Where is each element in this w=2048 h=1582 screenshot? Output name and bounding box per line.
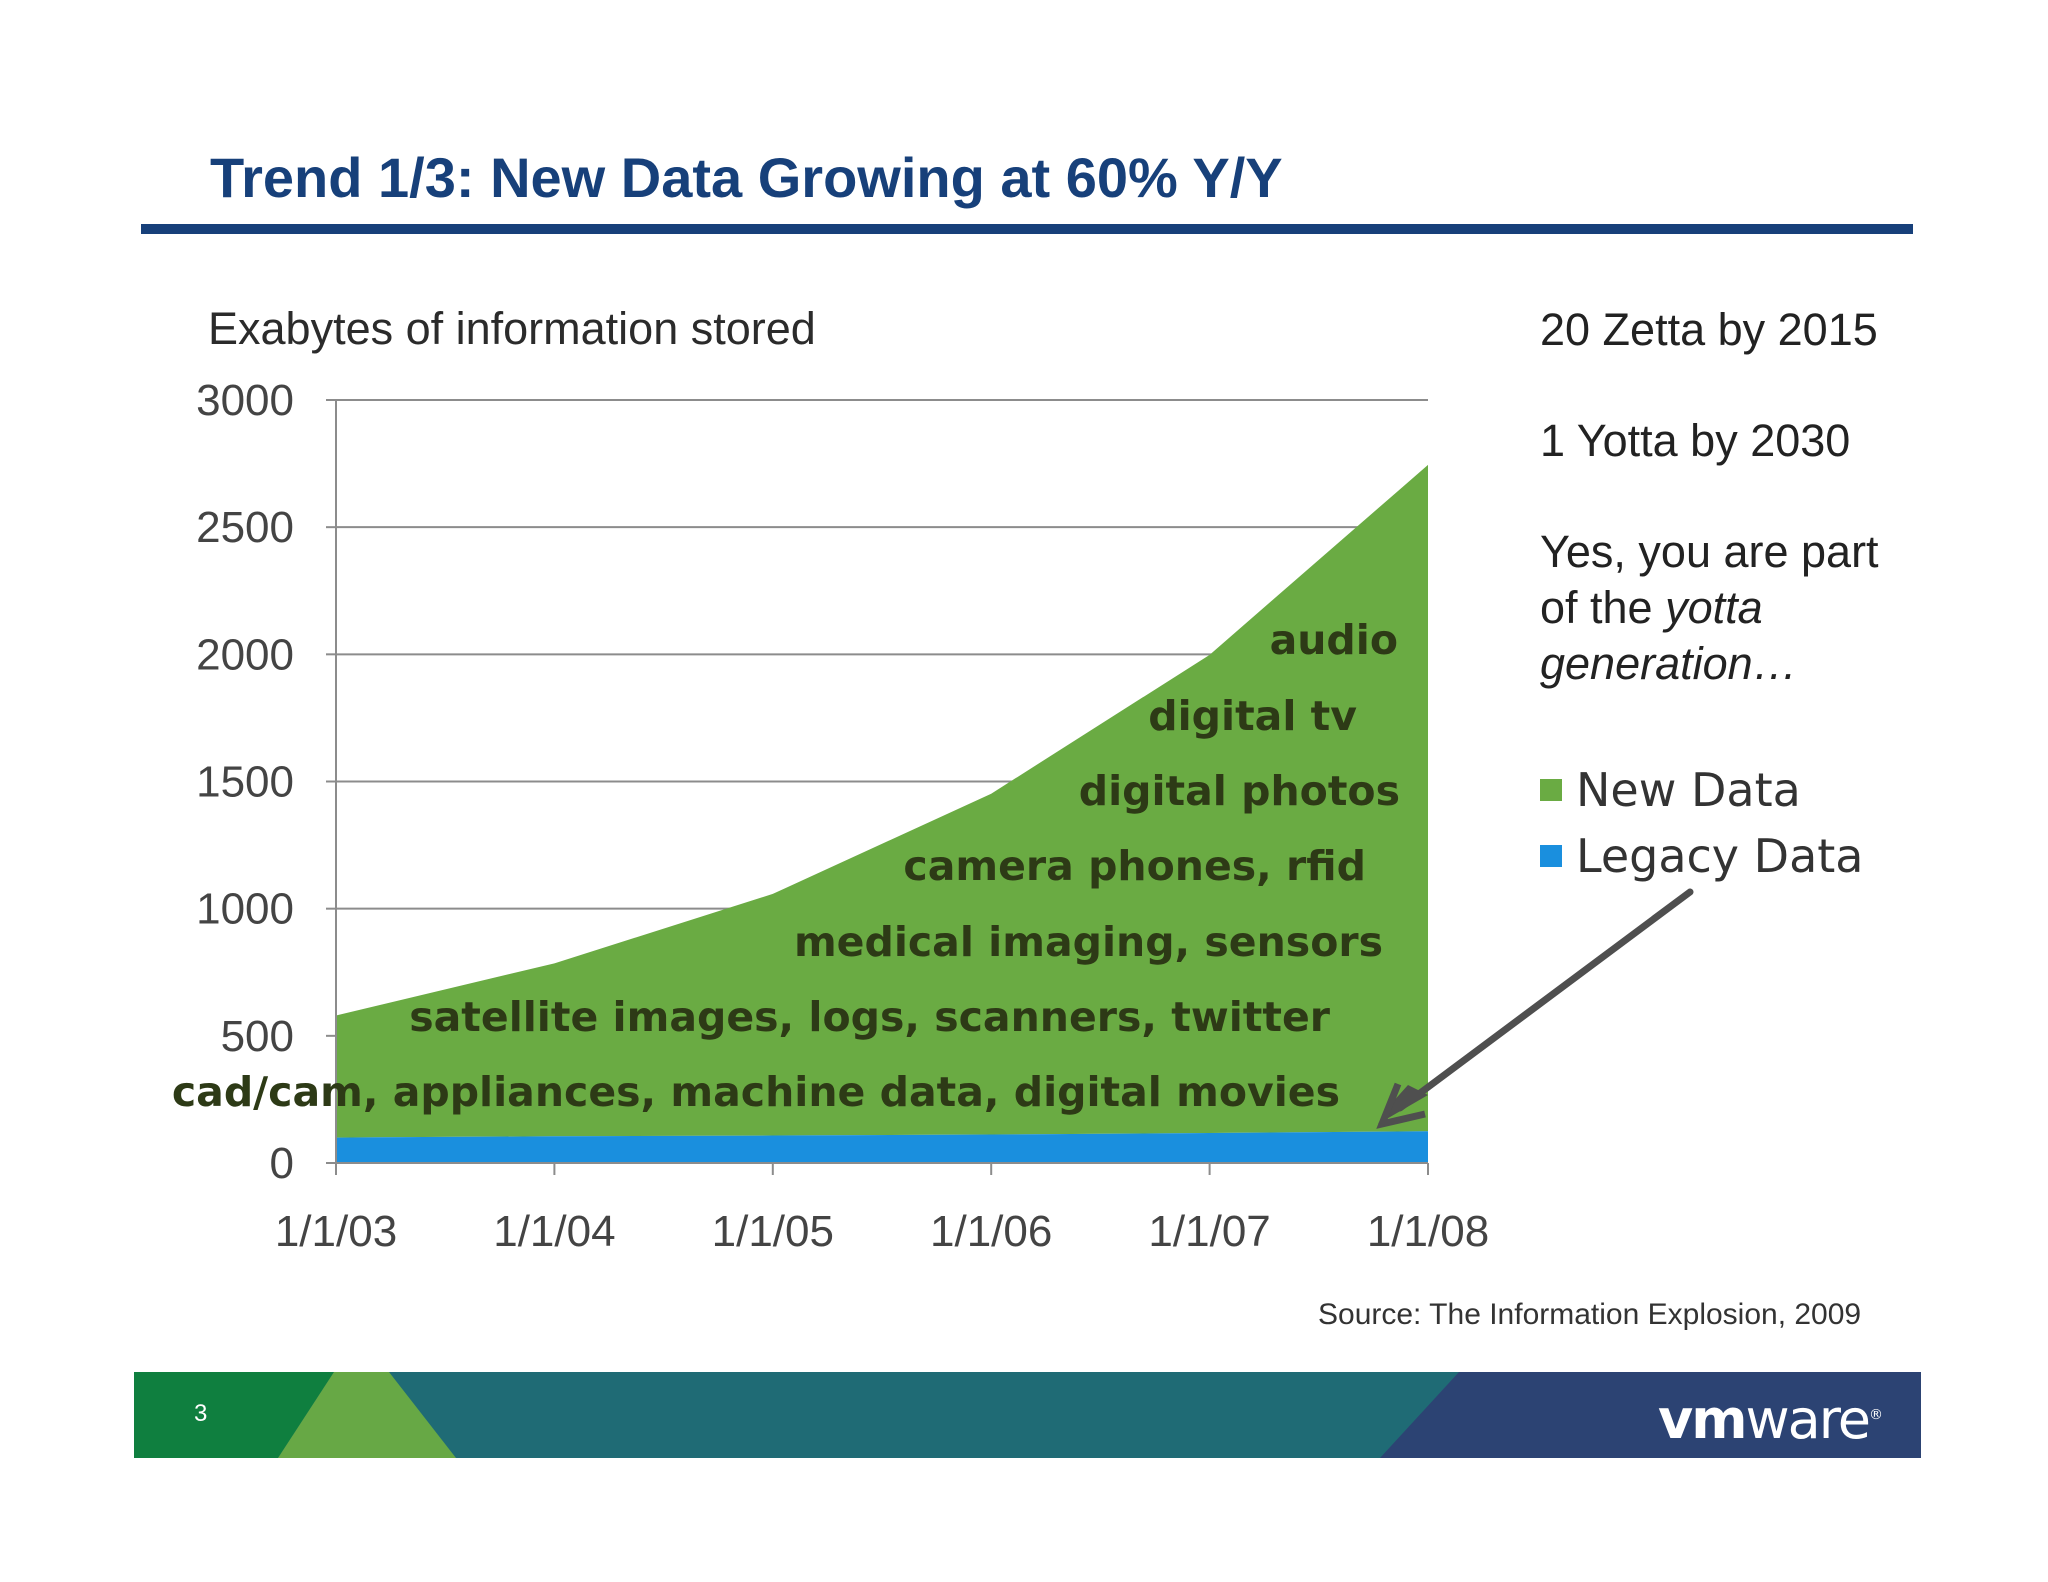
note-yotta-generation: Yes, you are part of the yotta generatio… [1540,524,1879,692]
note-yotta: 1 Yotta by 2030 [1540,415,1851,466]
x-tick-label: 1/1/08 [1367,1207,1489,1256]
arrow-shaft [1396,888,1694,1112]
legacy-arrow [1376,888,1694,1129]
chart-areas [336,464,1428,1163]
logo-ware: ware [1745,1388,1871,1451]
y-tick-label: 1500 [196,758,294,807]
y-tick-label: 500 [221,1012,294,1061]
x-tick-label: 1/1/06 [930,1207,1052,1256]
legend-label-new-data: New Data [1576,763,1801,817]
arrow-head-outline [1376,1082,1426,1129]
logo-vm: vm [1658,1388,1747,1451]
chart-annotation: camera phones, rfid [903,842,1366,890]
note-line-2-italic: yotta [1665,582,1763,633]
legend-item-new-data: New Data [1540,763,1801,817]
chart-axes [326,399,1429,1175]
note-line-2-prefix: of the [1540,582,1666,633]
slide-title: Trend 1/3: New Data Growing at 60% Y/Y [210,146,1283,209]
area-new-data [336,464,1428,1138]
area-legacy-data [336,1131,1428,1163]
chart-annotations: audio digital tv digital photos camera phon… [172,616,1400,1116]
note-line-2: of the yotta [1540,580,1879,636]
x-tick-label: 1/1/07 [1148,1207,1270,1256]
chart-annotation: medical imaging, sensors [794,918,1383,966]
note-line-1: Yes, you are part [1540,526,1879,577]
x-tick-label: 1/1/03 [275,1207,397,1256]
y-tick-label: 2000 [196,630,294,679]
slide-number: 3 [194,1400,208,1427]
source-note: Source: The Information Explosion, 2009 [1318,1298,1862,1331]
legend-swatch-legacy-data [1540,845,1562,867]
vmware-logo: vmware® [1658,1382,1883,1453]
arrow-head [1378,1085,1428,1124]
chart-annotation: digital tv [1148,692,1357,740]
legend-item-legacy-data: Legacy Data [1540,829,1864,883]
chart-label: Exabytes of information stored [208,303,816,354]
logo-registered-mark: ® [1869,1407,1883,1423]
note-zetta: 20 Zetta by 2015 [1540,304,1878,355]
footer-bar: 3 vmware® [134,1372,1921,1458]
footer-shapes [134,1372,1921,1458]
legend-swatch-new-data [1540,779,1562,801]
x-tick-label: 1/1/05 [712,1207,834,1256]
y-tick-label: 1000 [196,885,294,934]
y-tick-label: 3000 [196,376,294,425]
title-underline [141,224,1913,234]
chart-annotation: digital photos [1079,767,1400,815]
chart-annotation: satellite images, logs, scanners, twitte… [409,993,1331,1041]
legend-label-legacy-data: Legacy Data [1576,829,1864,883]
y-tick-label: 2500 [196,503,294,552]
note-line-3: generation… [1540,638,1798,689]
chart-tick-labels: 0 500 1000 1500 2000 2500 3000 1/1/03 1/1/04 1/1/… [196,376,1489,1256]
chart-annotation: cad/cam, appliances, machine data, digit… [172,1068,1340,1116]
chart-annotation: audio [1270,616,1398,664]
y-tick-label: 0 [270,1139,294,1188]
x-tick-label: 1/1/04 [493,1207,615,1256]
